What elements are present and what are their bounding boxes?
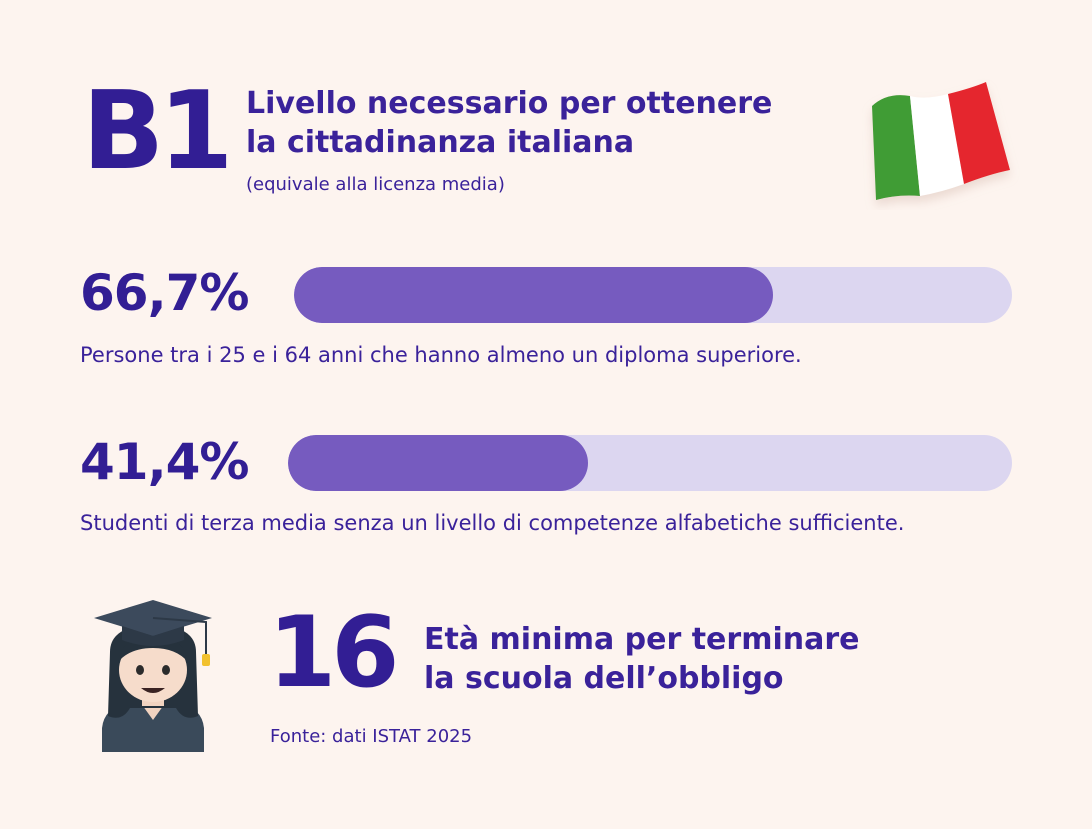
header-title: Livello necessario per ottenere la citta… <box>246 84 806 162</box>
level-badge: B1 <box>82 69 233 194</box>
header-title-line2: la cittadinanza italiana <box>246 125 635 160</box>
progress-bar-fill <box>288 435 588 491</box>
source-note: Fonte: dati ISTAT 2025 <box>270 726 473 747</box>
stat-description: Persone tra i 25 e i 64 anni che hanno a… <box>80 343 802 367</box>
progress-bar-track <box>288 435 1012 491</box>
progress-bar-fill <box>294 267 773 323</box>
minimum-age: 16 <box>268 596 399 710</box>
age-title-line2: la scuola dell’obbligo <box>424 661 784 696</box>
stat-value: 66,7% <box>80 264 249 322</box>
graduate-woman-icon <box>88 596 218 752</box>
age-title-line1: Età minima per terminare <box>424 622 860 657</box>
age-title: Età minima per terminare la scuola dell’… <box>424 620 884 698</box>
stat-description: Studenti di terza media senza un livello… <box>80 511 905 535</box>
stat-value: 41,4% <box>80 433 249 491</box>
progress-bar-track <box>294 267 1012 323</box>
header-title-line1: Livello necessario per ottenere <box>246 86 773 121</box>
italian-flag-icon <box>862 70 1022 210</box>
header-subtitle: (equivale alla licenza media) <box>246 174 505 195</box>
